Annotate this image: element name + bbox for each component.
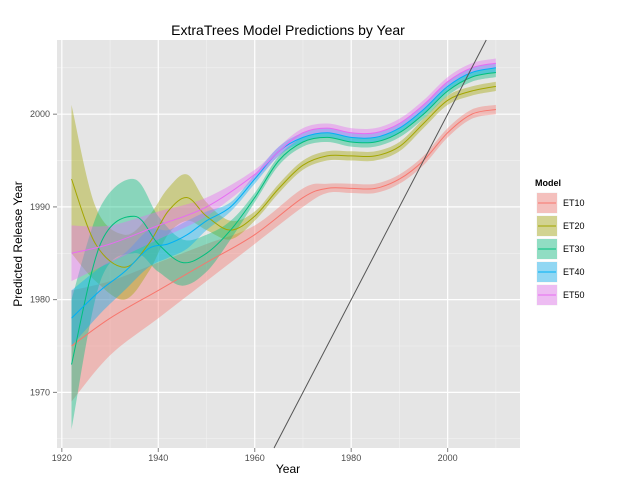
line-et30 bbox=[71, 72, 496, 365]
legend-item-et50: ET50 bbox=[535, 283, 585, 307]
ribbon-et30 bbox=[71, 67, 496, 430]
x-axis-title: Year bbox=[276, 462, 300, 476]
x-tick-label: 1960 bbox=[245, 453, 265, 463]
line-et10 bbox=[71, 109, 496, 347]
x-tick-label: 1980 bbox=[341, 453, 361, 463]
legend-label: ET50 bbox=[563, 290, 585, 300]
legend-label: ET30 bbox=[563, 244, 585, 254]
reference-line bbox=[273, 39, 487, 449]
y-tick-label: 1990 bbox=[30, 202, 50, 212]
legend: Model ET10 ET20 ET30 ET40 ET50 bbox=[535, 178, 585, 307]
ribbon-et20 bbox=[71, 81, 496, 300]
line-et50 bbox=[71, 62, 496, 254]
x-tick-label: 1940 bbox=[148, 453, 168, 463]
chart-title: ExtraTrees Model Predictions by Year bbox=[171, 22, 405, 38]
grid-major bbox=[57, 40, 520, 448]
legend-label: ET20 bbox=[563, 221, 585, 231]
legend-item-et20: ET20 bbox=[535, 214, 585, 238]
y-tick-label: 2000 bbox=[30, 109, 50, 119]
legend-item-et10: ET10 bbox=[535, 191, 585, 215]
grid-minor bbox=[57, 40, 520, 448]
legend-label: ET10 bbox=[563, 198, 585, 208]
series-lines bbox=[71, 62, 496, 365]
x-tick-label: 2000 bbox=[438, 453, 458, 463]
y-axis-title: Predicted Release Year bbox=[11, 181, 25, 306]
y-axis-ticks: 1970 1980 1990 2000 bbox=[30, 109, 57, 397]
legend-item-et30: ET30 bbox=[535, 237, 585, 261]
x-tick-label: 1920 bbox=[52, 453, 72, 463]
legend-title: Model bbox=[535, 178, 561, 188]
x-axis-ticks: 1920 1940 1960 1980 2000 bbox=[52, 448, 458, 463]
ribbon-et40 bbox=[71, 63, 496, 346]
identity-line bbox=[273, 39, 487, 449]
y-tick-label: 1970 bbox=[30, 387, 50, 397]
plot-panel bbox=[57, 40, 520, 448]
legend-label: ET40 bbox=[563, 267, 585, 277]
ribbon-et50 bbox=[71, 58, 496, 282]
line-et20 bbox=[71, 85, 496, 268]
y-tick-label: 1980 bbox=[30, 295, 50, 305]
ribbons bbox=[71, 58, 496, 430]
legend-item-et40: ET40 bbox=[535, 260, 585, 284]
